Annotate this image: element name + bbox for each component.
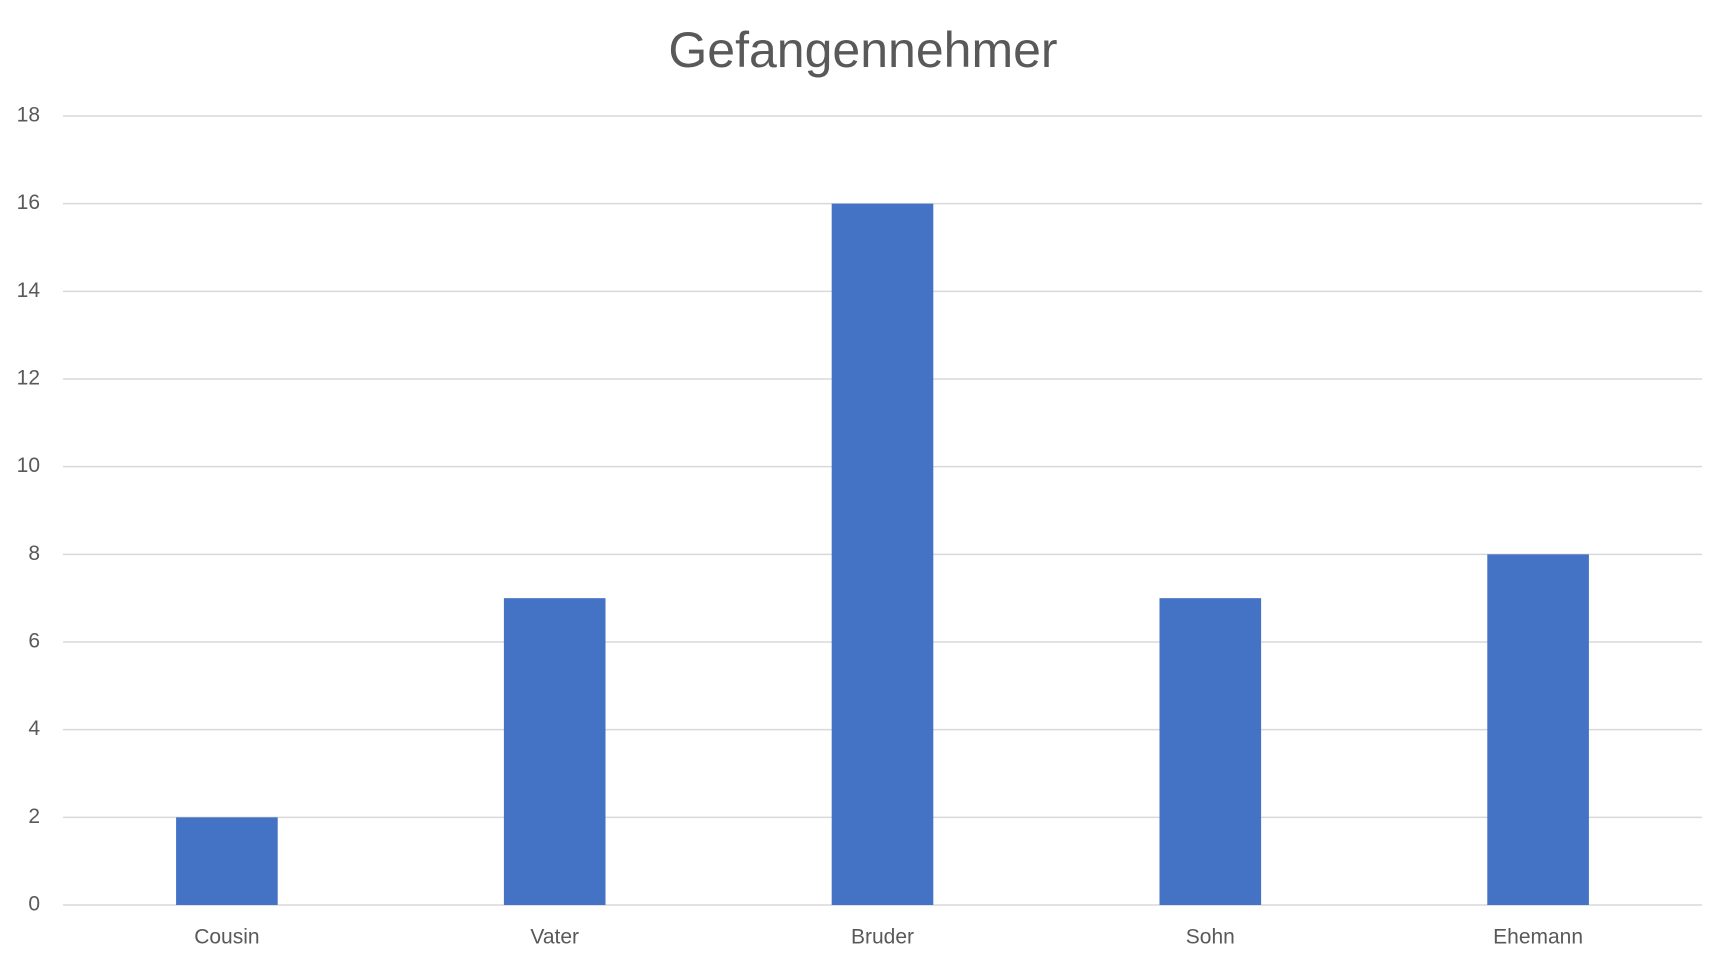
y-tick-label: 18 xyxy=(17,104,40,127)
bar xyxy=(1159,598,1262,905)
bar xyxy=(503,598,606,905)
x-tick-label: Cousin xyxy=(194,926,259,949)
y-tick-label: 6 xyxy=(28,630,40,653)
y-tick-label: 4 xyxy=(28,717,40,740)
y-tick-label: 10 xyxy=(17,454,40,477)
y-tick-label: 16 xyxy=(17,191,40,214)
y-tick-label: 8 xyxy=(28,542,40,565)
bar xyxy=(831,203,934,905)
y-tick-label: 14 xyxy=(17,279,41,302)
chart-title: Gefangennehmer xyxy=(668,22,1057,78)
x-tick-label: Bruder xyxy=(851,926,914,949)
bar xyxy=(176,817,278,905)
y-tick-label: 0 xyxy=(28,893,40,916)
bar xyxy=(1487,554,1589,905)
x-tick-label: Ehemann xyxy=(1493,926,1583,949)
x-tick-label: Sohn xyxy=(1186,926,1235,949)
x-tick-label: Vater xyxy=(530,926,579,949)
y-tick-label: 2 xyxy=(28,805,40,828)
y-tick-label: 12 xyxy=(17,367,40,390)
